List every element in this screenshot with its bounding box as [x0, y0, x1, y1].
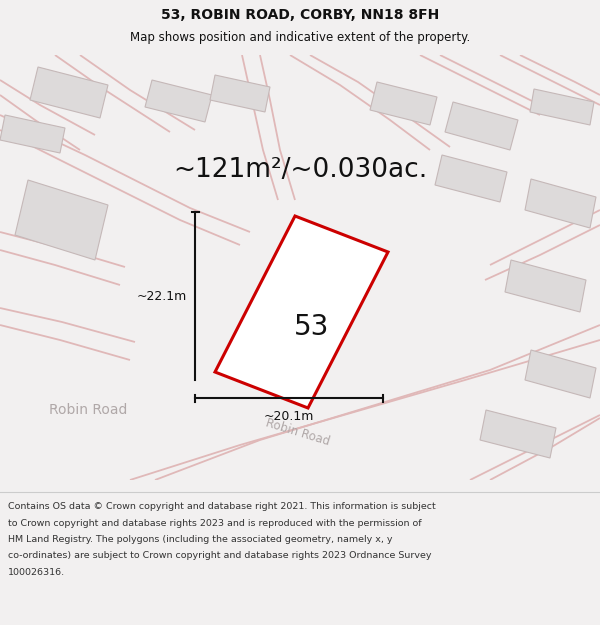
Polygon shape	[525, 179, 596, 228]
Polygon shape	[445, 102, 518, 150]
Polygon shape	[525, 350, 596, 398]
Polygon shape	[370, 82, 437, 125]
Text: HM Land Registry. The polygons (including the associated geometry, namely x, y: HM Land Registry. The polygons (includin…	[8, 535, 392, 544]
Polygon shape	[145, 80, 212, 122]
Polygon shape	[0, 115, 65, 153]
Polygon shape	[215, 216, 388, 408]
Text: Map shows position and indicative extent of the property.: Map shows position and indicative extent…	[130, 31, 470, 44]
Polygon shape	[210, 75, 270, 112]
Polygon shape	[435, 155, 507, 202]
Text: Robin Road: Robin Road	[265, 416, 332, 448]
Text: Robin Road: Robin Road	[49, 403, 127, 417]
Text: Contains OS data © Crown copyright and database right 2021. This information is : Contains OS data © Crown copyright and d…	[8, 502, 436, 511]
Polygon shape	[30, 67, 108, 118]
Text: ~22.1m: ~22.1m	[137, 289, 187, 302]
Text: co-ordinates) are subject to Crown copyright and database rights 2023 Ordnance S: co-ordinates) are subject to Crown copyr…	[8, 551, 431, 561]
Text: ~121m²/~0.030ac.: ~121m²/~0.030ac.	[173, 157, 427, 183]
Polygon shape	[480, 410, 556, 458]
Polygon shape	[530, 89, 594, 125]
Polygon shape	[15, 180, 108, 260]
Text: 100026316.: 100026316.	[8, 568, 65, 577]
Text: 53, ROBIN ROAD, CORBY, NN18 8FH: 53, ROBIN ROAD, CORBY, NN18 8FH	[161, 8, 439, 22]
Text: ~20.1m: ~20.1m	[264, 410, 314, 423]
Polygon shape	[505, 260, 586, 312]
Text: to Crown copyright and database rights 2023 and is reproduced with the permissio: to Crown copyright and database rights 2…	[8, 519, 422, 528]
Text: 53: 53	[294, 313, 329, 341]
